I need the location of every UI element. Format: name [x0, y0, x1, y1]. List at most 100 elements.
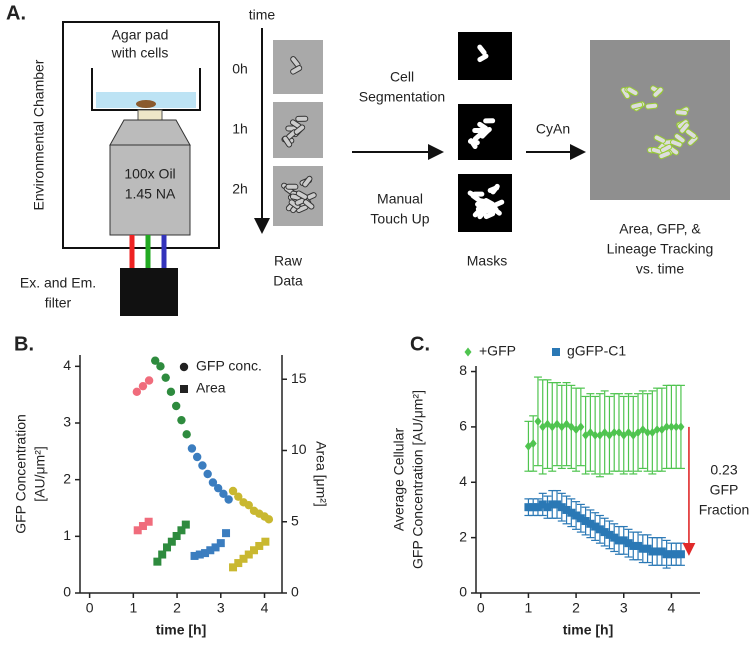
point: [557, 503, 566, 512]
point: [577, 422, 585, 432]
point: [171, 401, 181, 411]
point: [543, 503, 552, 512]
point: [657, 547, 666, 556]
x-tick-label: 2: [572, 600, 580, 616]
cell: [674, 109, 688, 116]
point: [677, 422, 685, 432]
x-tick-label: 1: [129, 600, 137, 616]
y-tick-label: 4: [63, 357, 71, 373]
point: [567, 508, 576, 517]
point: [250, 546, 259, 555]
panel-label: C.: [410, 333, 430, 355]
point: [672, 422, 680, 432]
point: [144, 517, 153, 526]
cell: [652, 86, 664, 98]
x-axis-label: time [h]: [563, 622, 614, 638]
y2-tick-label: 10: [291, 441, 307, 457]
point: [229, 563, 238, 572]
cell: [477, 44, 487, 56]
y-axis-label: Average Cellular: [391, 428, 407, 532]
annotation: GFP: [710, 481, 739, 497]
point: [132, 387, 142, 397]
cells: [136, 100, 156, 108]
cell: [483, 211, 496, 220]
legend-label: Area: [196, 380, 226, 396]
point: [524, 503, 533, 512]
point: [255, 541, 264, 550]
legend-marker: [464, 347, 472, 357]
cell: [475, 206, 487, 216]
point: [643, 544, 652, 553]
point: [600, 528, 609, 537]
cell: [491, 206, 502, 216]
point: [222, 529, 231, 538]
point: [167, 537, 176, 546]
y2-tick-label: 15: [291, 370, 307, 386]
point: [533, 503, 542, 512]
point: [638, 544, 647, 553]
point: [195, 550, 204, 559]
point: [219, 489, 228, 499]
legend-marker: [180, 385, 188, 393]
point: [144, 376, 154, 385]
point: [181, 520, 190, 529]
y2-tick-label: 5: [291, 512, 299, 528]
chamber-label: Environmental Chamber: [31, 59, 47, 210]
cell: [293, 124, 306, 135]
x-tick-label: 4: [668, 600, 676, 616]
panel-a: A. Environmental Chamber Agar pad with c…: [6, 2, 730, 316]
cell: [630, 101, 644, 110]
point: [634, 541, 643, 550]
y-tick-label: 0: [63, 584, 71, 600]
y-tick-label: 2: [459, 528, 467, 544]
point: [548, 500, 557, 509]
filter-label: filter: [45, 295, 72, 311]
y-tick-label: 2: [63, 470, 71, 486]
oil: [137, 109, 163, 121]
point: [234, 559, 243, 568]
annotation: 0.23: [710, 461, 737, 477]
cell: [282, 135, 293, 148]
legend-label: gGFP-C1: [567, 343, 626, 359]
point: [610, 533, 619, 542]
step-label: Cell: [390, 69, 414, 85]
point: [206, 546, 215, 555]
point: [190, 551, 199, 560]
legend-label: GFP conc.: [196, 358, 262, 374]
point: [614, 536, 623, 545]
point: [553, 500, 562, 509]
point: [187, 444, 197, 453]
cell: [295, 115, 309, 122]
point: [244, 550, 253, 559]
point: [203, 469, 212, 479]
cell: [645, 102, 659, 110]
y2-tick-label: 0: [291, 584, 299, 600]
point: [663, 422, 671, 432]
point: [264, 515, 274, 524]
point: [208, 478, 218, 487]
x-axis-label: time [h]: [156, 622, 207, 638]
y-axis-label: [AU/μm²]: [32, 446, 48, 502]
point: [177, 526, 186, 535]
cell: [285, 183, 299, 190]
timepoint: 0h: [232, 61, 248, 77]
point: [595, 525, 604, 534]
point: [153, 557, 162, 566]
y-tick-label: 3: [63, 414, 71, 430]
y-tick-label: 0: [459, 584, 467, 600]
point: [163, 543, 172, 552]
raw-label: Raw: [274, 253, 303, 269]
cell: [490, 183, 500, 195]
point: [158, 550, 167, 559]
masks-label: Masks: [467, 253, 507, 269]
objective-top: [109, 119, 191, 146]
cell: [653, 134, 666, 144]
y-tick-label: 6: [459, 418, 467, 434]
step-label: Touch Up: [370, 211, 429, 227]
point: [538, 500, 547, 509]
point: [591, 522, 600, 531]
point: [591, 430, 599, 440]
raw-label: Data: [273, 273, 303, 289]
point: [529, 503, 538, 512]
point: [198, 461, 207, 470]
